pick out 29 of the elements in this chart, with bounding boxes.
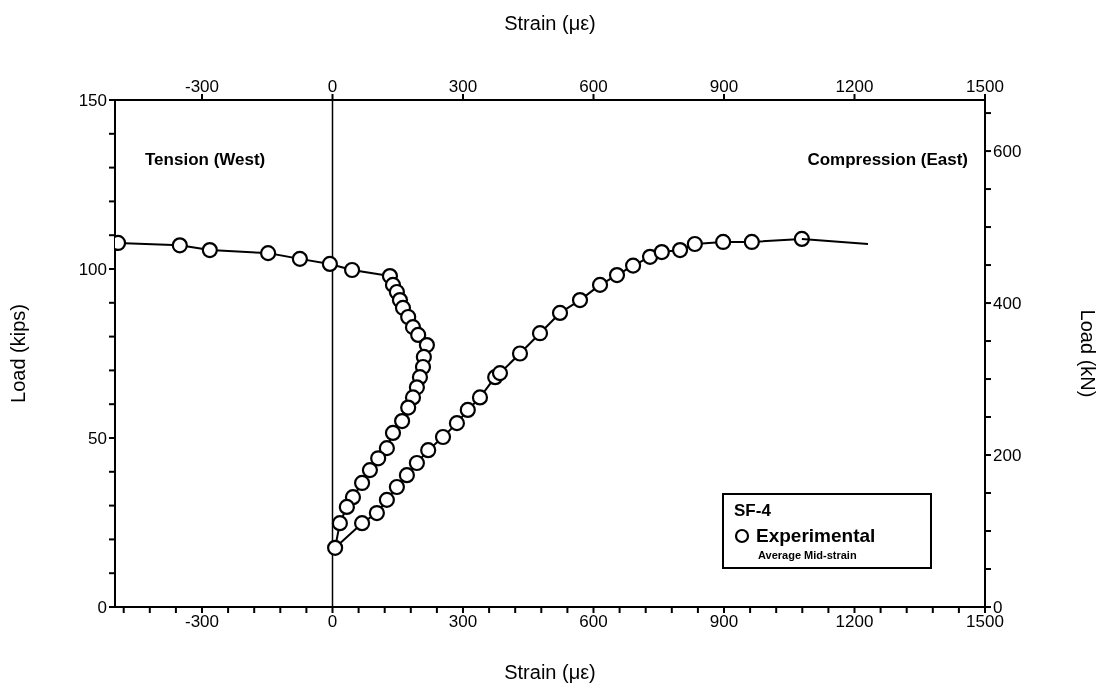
x2-tick-label: 900	[709, 612, 739, 632]
y-tick-label: 50	[88, 429, 107, 449]
y-axis-title: Load (kips)	[7, 304, 30, 403]
x-tick-label: 900	[709, 77, 739, 96]
y-tick-label: 100	[78, 260, 107, 280]
x-tick-label: 0	[327, 77, 338, 96]
x-tick-label: 1500	[966, 77, 1004, 96]
x2-tick-label: 300	[448, 612, 478, 632]
x-axis-title: Strain (με)	[504, 661, 596, 683]
x-tick-label: -300	[184, 77, 220, 96]
x-tick-label: 300	[448, 77, 478, 96]
x2-tick-label: 600	[579, 612, 608, 632]
x2-tick-label: -300	[184, 612, 220, 632]
y2-tick-label: 200	[993, 446, 1022, 466]
x2-axis-title: Strain (με)	[504, 12, 596, 35]
legend-title: SF-4	[734, 501, 772, 521]
y-tick-label: 0	[97, 598, 107, 618]
annotation: Average Mid-strain	[758, 549, 858, 561]
y2-tick-label: 400	[993, 294, 1022, 314]
x2-tick-label: 0	[327, 612, 338, 632]
x-tick-label: 1200	[835, 77, 874, 96]
x2-tick-label: 1200	[835, 612, 874, 632]
annotation: Compression (East)	[807, 150, 968, 170]
y2-axis-title: Load (kN)	[1076, 309, 1099, 398]
y-tick-label: 150	[78, 91, 107, 111]
legend-label: Experimental	[756, 525, 876, 547]
x-tick-label: 600	[579, 77, 608, 96]
y2-tick-label: 600	[993, 142, 1022, 162]
annotation: Tension (West)	[145, 150, 266, 170]
